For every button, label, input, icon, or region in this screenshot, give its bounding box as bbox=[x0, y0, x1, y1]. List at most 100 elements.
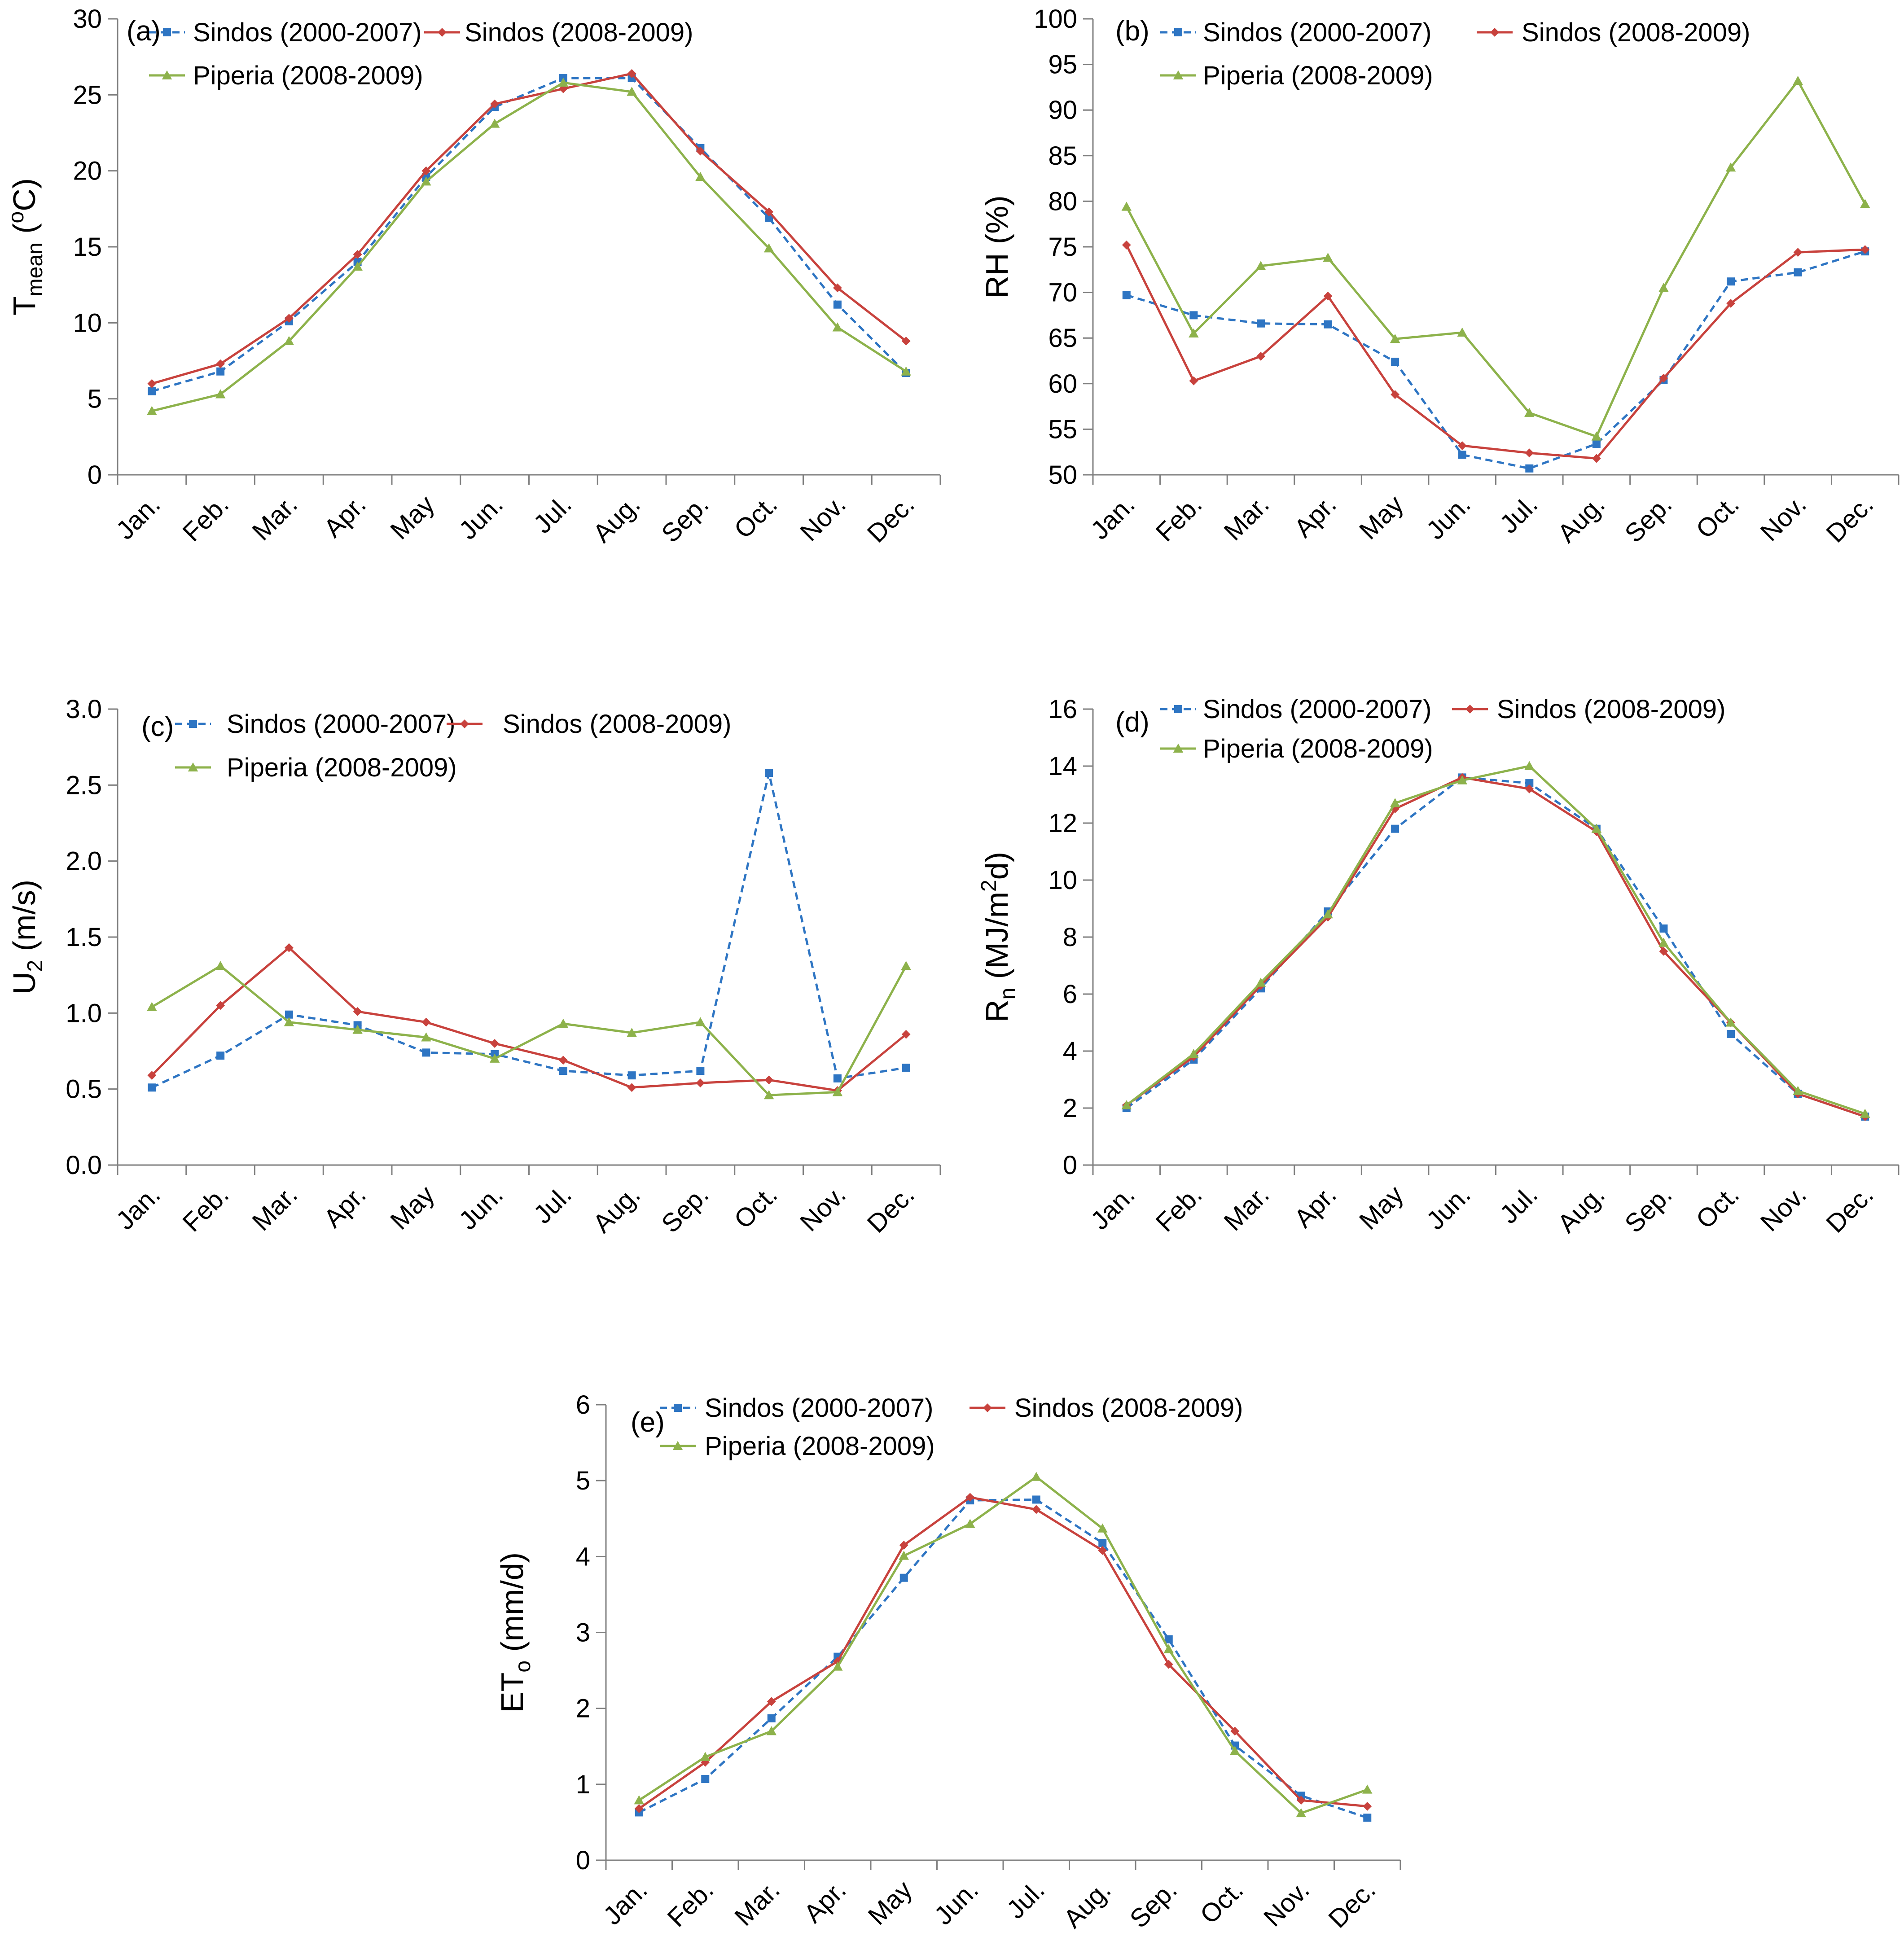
x-tick-label: Jan. bbox=[110, 490, 166, 545]
data-point bbox=[1458, 451, 1466, 459]
x-tick-label: Aug. bbox=[1552, 1180, 1610, 1238]
legend-marker bbox=[163, 28, 171, 36]
data-point bbox=[284, 336, 294, 345]
data-point bbox=[1363, 1801, 1372, 1811]
data-point bbox=[765, 214, 773, 222]
data-point bbox=[489, 1053, 500, 1063]
data-point bbox=[559, 1067, 567, 1075]
y-tick-label: 85 bbox=[1048, 141, 1077, 171]
x-tick-label: Jan. bbox=[597, 1875, 653, 1930]
y-tick-label: 25 bbox=[73, 80, 102, 110]
data-point bbox=[765, 769, 773, 777]
x-tick-label: Oct. bbox=[728, 490, 783, 544]
legend-marker bbox=[460, 719, 469, 728]
legend-entry-2: Sindos (2008-2009) bbox=[1477, 18, 1750, 47]
y-tick-label: 75 bbox=[1048, 232, 1077, 262]
data-point bbox=[147, 406, 157, 415]
data-point bbox=[901, 961, 911, 970]
y-axis-label: U2 (m/s) bbox=[7, 880, 47, 995]
data-point bbox=[353, 1007, 362, 1016]
data-point bbox=[1031, 1472, 1041, 1481]
data-point bbox=[216, 367, 225, 376]
data-point bbox=[1323, 909, 1333, 919]
data-point bbox=[1391, 390, 1400, 399]
data-point bbox=[1457, 775, 1467, 784]
data-point bbox=[1726, 299, 1735, 308]
legend-label: Sindos (2000-2007) bbox=[705, 1393, 933, 1423]
data-point bbox=[700, 1752, 711, 1761]
data-point bbox=[763, 1090, 774, 1100]
x-tick-label: Feb. bbox=[177, 490, 234, 547]
data-point bbox=[634, 1804, 644, 1813]
data-point bbox=[1390, 798, 1400, 807]
data-point bbox=[1860, 199, 1870, 208]
data-point bbox=[147, 379, 157, 388]
data-point bbox=[763, 243, 774, 253]
data-point bbox=[284, 943, 294, 952]
y-tick-label: 70 bbox=[1048, 278, 1077, 307]
data-point bbox=[899, 1573, 908, 1582]
y-tick-label: 50 bbox=[1048, 460, 1077, 490]
x-tick-label: Apr. bbox=[1289, 1180, 1342, 1233]
data-point bbox=[421, 1032, 431, 1042]
chart-panel-b: 50 55 60 65 70 75 80 85 90 95 100 Jan. Feb. Mar. Apr. M… bbox=[979, 4, 1900, 548]
data-point bbox=[1525, 448, 1534, 458]
y-tick-label: 60 bbox=[1048, 369, 1077, 399]
x-tick-label: Apr. bbox=[1289, 490, 1342, 543]
legend-entry-2: Sindos (2008-2009) bbox=[424, 18, 693, 47]
data-point bbox=[1122, 241, 1131, 250]
series-line-1 bbox=[1126, 776, 1866, 1118]
x-tick-label: Dec. bbox=[1821, 490, 1879, 548]
series-line-2 bbox=[1125, 244, 1865, 460]
data-point bbox=[1296, 1808, 1306, 1818]
data-point bbox=[634, 1795, 644, 1805]
x-tick-label: Dec. bbox=[862, 490, 920, 548]
series-line-2 bbox=[151, 946, 907, 1092]
y-tick-label: 15 bbox=[73, 232, 102, 262]
data-point bbox=[695, 1017, 706, 1026]
data-point bbox=[148, 1083, 156, 1092]
y-tick-label: 5 bbox=[88, 385, 102, 414]
y-tick-label: 55 bbox=[1048, 415, 1077, 444]
x-tick-label: Sep. bbox=[656, 490, 714, 548]
legend-entry-1: Sindos (2000-2007) bbox=[1160, 695, 1431, 724]
x-tick-label: Aug. bbox=[587, 490, 645, 548]
data-point bbox=[1725, 162, 1736, 172]
x-tick-label: Jul. bbox=[528, 1180, 577, 1229]
data-point bbox=[1164, 1660, 1173, 1669]
x-tick-label: Jun. bbox=[453, 490, 509, 545]
x-tick-label: Jun. bbox=[1421, 1180, 1476, 1235]
legend-entry-3: Piperia (2008-2009) bbox=[149, 61, 423, 90]
data-point bbox=[1592, 454, 1601, 463]
legend-label: Sindos (2008-2009) bbox=[1522, 18, 1750, 47]
data-point bbox=[1391, 358, 1399, 366]
data-point bbox=[1324, 320, 1332, 329]
data-point bbox=[147, 1071, 157, 1080]
legend-marker bbox=[983, 1403, 992, 1412]
x-tick-label: Jan. bbox=[1085, 490, 1140, 545]
y-tick-label: 1.0 bbox=[66, 999, 102, 1028]
data-point bbox=[1793, 1086, 1803, 1095]
legend-marker bbox=[438, 28, 447, 37]
data-point bbox=[1860, 1109, 1870, 1118]
series-line-2 bbox=[1126, 776, 1866, 1118]
data-point bbox=[766, 1726, 777, 1735]
legend-marker bbox=[1174, 28, 1182, 36]
legend-entry-2: Sindos (2008-2009) bbox=[447, 710, 731, 739]
legend-label: Sindos (2008-2009) bbox=[1497, 695, 1725, 724]
series-line-3 bbox=[1126, 765, 1866, 1115]
data-point bbox=[284, 314, 294, 323]
data-point bbox=[1725, 1017, 1736, 1027]
data-point bbox=[627, 1028, 637, 1037]
y-tick-label: 2 bbox=[1063, 1094, 1077, 1123]
y-tick-label: 95 bbox=[1048, 50, 1077, 79]
data-point bbox=[421, 166, 431, 175]
data-point bbox=[422, 1048, 430, 1057]
data-point bbox=[1296, 1796, 1306, 1805]
legend-label: Piperia (2008-2009) bbox=[1203, 734, 1433, 763]
x-tick-label: Dec. bbox=[1323, 1875, 1381, 1933]
data-point bbox=[421, 176, 431, 186]
data-point bbox=[1363, 1814, 1372, 1822]
data-point bbox=[1390, 333, 1400, 343]
y-tick-label: 5 bbox=[576, 1466, 590, 1495]
